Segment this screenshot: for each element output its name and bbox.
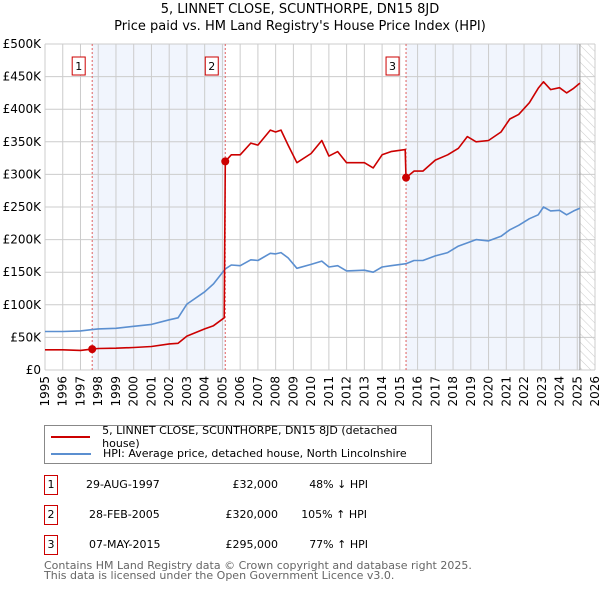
sale-date: 29-AUG-1997 xyxy=(86,478,160,491)
x-tick-label: 1999 xyxy=(109,376,123,407)
x-tick-label: 2003 xyxy=(180,376,194,407)
x-tick-label: 2013 xyxy=(357,376,371,407)
x-tick-label: 2026 xyxy=(588,376,600,407)
sale-row: 1 29-AUG-1997 £32,000 48% ↓ HPI xyxy=(44,475,444,495)
x-tick-label: 1996 xyxy=(56,376,70,407)
footer: Contains HM Land Registry data © Crown c… xyxy=(44,559,472,582)
sale-hpi-diff: 48% ↓ HPI xyxy=(309,478,368,491)
sale-point xyxy=(88,345,97,354)
x-tick-label: 2021 xyxy=(499,376,513,407)
x-tick-label: 2024 xyxy=(553,376,567,407)
y-tick-label: £0 xyxy=(26,363,41,377)
x-tick-label: 2010 xyxy=(304,376,318,407)
sale-price: £320,000 xyxy=(225,508,279,521)
legend-label: HPI: Average price, detached house, Nort… xyxy=(103,447,407,460)
price-paid-line xyxy=(45,81,581,352)
sale-marker-number: 2 xyxy=(208,60,215,73)
sale-point xyxy=(221,157,230,166)
legend-item-property: 5, LINNET CLOSE, SCUNTHORPE, DN15 8JD (d… xyxy=(45,424,431,450)
y-tick-label: £450K xyxy=(3,70,43,84)
sale-marker-badge: 3 xyxy=(44,535,58,555)
x-tick-label: 2016 xyxy=(411,376,425,407)
x-tick-label: 2015 xyxy=(393,376,407,407)
x-tick-label: 2006 xyxy=(233,376,247,407)
x-tick-label: 2005 xyxy=(215,376,229,407)
sale-marker-badge: 2 xyxy=(44,505,58,525)
sale-date: 28-FEB-2005 xyxy=(89,508,160,521)
y-tick-label: £50K xyxy=(10,330,42,344)
sale-hpi-diff: 77% ↑ HPI xyxy=(309,538,368,551)
legend-item-hpi: HPI: Average price, detached house, Nort… xyxy=(45,445,407,462)
y-tick-label: £100K xyxy=(3,298,43,312)
x-tick-label: 2020 xyxy=(482,376,496,407)
legend-blue-line xyxy=(51,452,91,455)
sale-marker-badge xyxy=(204,56,219,76)
y-tick-label: £500K xyxy=(3,37,43,51)
footer-licence: This data is licensed under the Open Gov… xyxy=(44,569,395,582)
y-tick-label: £350K xyxy=(3,135,43,149)
x-tick-label: 1995 xyxy=(38,376,52,407)
x-tick-label: 2025 xyxy=(570,376,584,407)
x-tick-label: 2002 xyxy=(162,376,176,407)
sale-price: £32,000 xyxy=(232,478,279,491)
sale-price: £295,000 xyxy=(225,538,279,551)
sale-hpi-diff: 105% ↑ HPI xyxy=(301,508,367,521)
y-tick-label: £300K xyxy=(3,167,43,181)
x-tick-label: 1998 xyxy=(91,376,105,407)
x-tick-label: 2007 xyxy=(251,376,265,407)
chart-subtitle: Price paid vs. HM Land Registry's House … xyxy=(114,19,486,34)
x-tick-label: 1997 xyxy=(73,376,87,407)
x-tick-label: 2022 xyxy=(517,376,531,407)
sale-date: 07-MAY-2015 xyxy=(89,538,161,551)
x-tick-label: 2008 xyxy=(269,376,283,407)
y-tick-label: £400K xyxy=(3,102,43,116)
sale-marker-badge xyxy=(385,56,400,76)
footer-copyright: Contains HM Land Registry data © Crown c… xyxy=(44,559,472,572)
hpi-line xyxy=(45,206,581,333)
x-tick-label: 2019 xyxy=(464,376,478,407)
chart-title: 5, LINNET CLOSE, SCUNTHORPE, DN15 8JD xyxy=(160,2,440,17)
sale-row: 2 28-FEB-2005 £320,000 105% ↑ HPI xyxy=(44,505,444,525)
x-tick-label: 2004 xyxy=(198,376,212,407)
sale-marker-badge xyxy=(71,56,86,76)
sale-row: 3 07-MAY-2015 £295,000 77% ↑ HPI xyxy=(44,535,444,555)
x-tick-label: 2000 xyxy=(127,376,141,407)
x-tick-label: 2012 xyxy=(340,376,354,407)
legend-label: 5, LINNET CLOSE, SCUNTHORPE, DN15 8JD (d… xyxy=(102,423,398,450)
y-tick-label: £150K xyxy=(3,265,43,279)
y-tick-label: £250K xyxy=(3,200,43,214)
x-tick-label: 2018 xyxy=(446,376,460,407)
legend-red-line xyxy=(51,435,91,438)
sale-point xyxy=(402,173,411,182)
x-tick-label: 2009 xyxy=(286,376,300,407)
sale-marker-badge: 1 xyxy=(44,475,58,495)
sale-marker-number: 3 xyxy=(389,60,396,73)
x-tick-label: 2001 xyxy=(144,376,158,407)
y-tick-label: £200K xyxy=(3,233,43,247)
x-tick-label: 2011 xyxy=(322,376,336,407)
x-tick-label: 2023 xyxy=(535,376,549,407)
price-chart: 1995 1996 1997 1998 1999 2000 2001 2002 2003 2004… xyxy=(3,37,600,407)
x-tick-label: 2014 xyxy=(375,376,389,407)
x-tick-label: 2017 xyxy=(428,376,442,407)
legend: 5, LINNET CLOSE, SCUNTHORPE, DN15 8JD (d… xyxy=(44,424,432,464)
sale-marker-number: 1 xyxy=(75,60,82,73)
